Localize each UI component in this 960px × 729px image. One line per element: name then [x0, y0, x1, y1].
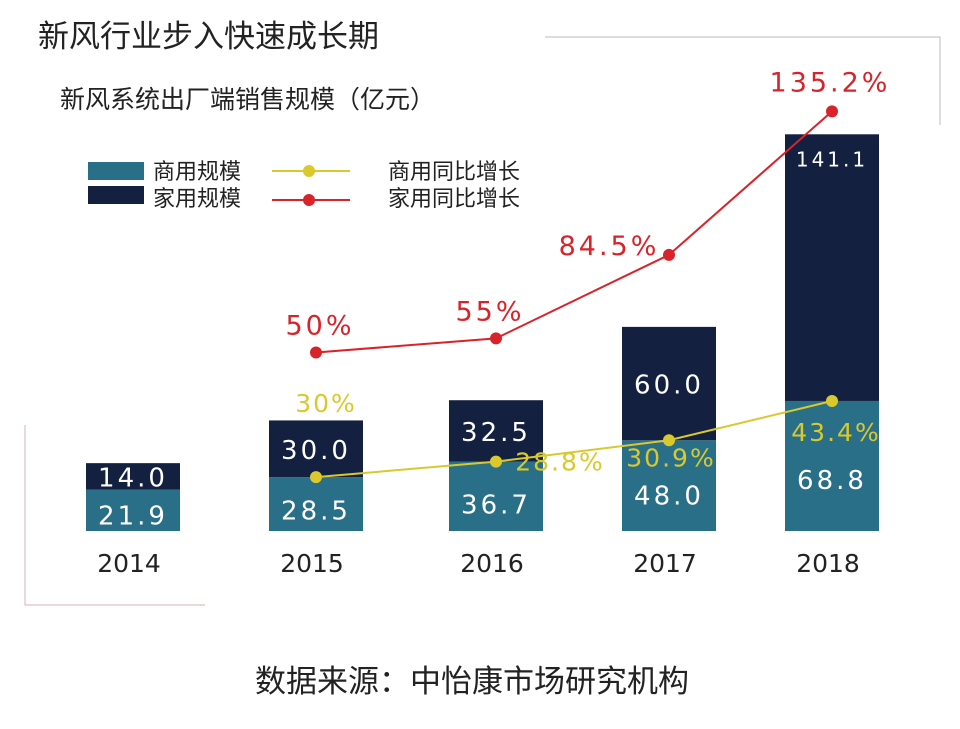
- point-household-growth-2017: [663, 248, 675, 261]
- x-tick-2017: 2017: [633, 549, 697, 578]
- x-tick-2016: 2016: [460, 549, 524, 578]
- point-household-growth-2015: [310, 346, 322, 359]
- label-household-2014: 14.0: [98, 463, 168, 493]
- legend-marker-household-growth: [303, 194, 315, 206]
- legend-swatch-household: [88, 186, 144, 204]
- source-note: 数据来源：中怡康市场研究机构: [255, 664, 689, 700]
- bar-commercial-2014: [86, 489, 180, 531]
- bar-commercial-2015: [269, 477, 363, 531]
- label-commercial-growth-2016: 28.8%: [515, 448, 604, 477]
- label-commercial-growth-2017: 30.9%: [626, 443, 715, 472]
- bar-household-2018: [785, 134, 879, 401]
- point-household-growth-2018: [826, 105, 838, 118]
- line-commercial-growth: [315, 399, 833, 479]
- label-commercial-2017: 48.0: [634, 482, 704, 512]
- label-household-growth-2018: 135.2%: [770, 67, 891, 98]
- legend-label-commercial: 商用规模: [153, 160, 241, 185]
- chart-title: 新风行业步入快速成长期: [38, 19, 379, 55]
- label-household-2017: 60.0: [634, 371, 704, 401]
- frame-top-right: [545, 36, 941, 125]
- bar-household-2017: [622, 326, 716, 441]
- bar-commercial-2016: [449, 461, 543, 531]
- x-tick-2018: 2018: [796, 549, 860, 578]
- x-tick-2015: 2015: [280, 549, 344, 578]
- label-commercial-2016: 36.7: [461, 490, 531, 520]
- point-household-growth-2016: [490, 332, 502, 345]
- label-commercial-2015: 28.5: [281, 496, 351, 526]
- label-household-2018: 141.1: [796, 147, 868, 171]
- label-household-growth-2015: 50%: [285, 311, 354, 342]
- label-commercial-2014: 21.9: [98, 501, 168, 531]
- label-household-2016: 32.5: [461, 418, 531, 448]
- point-commercial-growth-2015: [310, 471, 322, 484]
- label-household-growth-2017: 84.5%: [559, 231, 660, 262]
- legend-marker-commercial-growth: [303, 165, 315, 177]
- frame-bottom-left: [24, 425, 205, 606]
- legend-swatch-commercial: [88, 162, 144, 180]
- chart-subtitle: 新风系统出厂端销售规模（亿元）: [60, 85, 435, 114]
- label-commercial-2018: 68.8: [797, 466, 867, 496]
- point-commercial-growth-2017: [663, 434, 675, 447]
- point-commercial-growth-2016: [490, 455, 502, 468]
- legend-label-household: 家用规模: [153, 187, 241, 212]
- bar-household-2014: [86, 463, 180, 490]
- legend-label-household-growth: 家用同比增长: [388, 187, 520, 212]
- label-household-growth-2016: 55%: [455, 296, 524, 327]
- x-tick-2014: 2014: [97, 549, 161, 578]
- label-commercial-growth-2015: 30%: [295, 389, 357, 418]
- bar-household-2015: [269, 420, 363, 478]
- bar-commercial-2018: [785, 400, 879, 531]
- line-household-growth: [315, 110, 833, 354]
- bar-household-2016: [449, 400, 543, 462]
- legend: 商用规模 家用规模 商用同比增长 家用同比增长: [88, 160, 520, 212]
- legend-label-commercial-growth: 商用同比增长: [388, 160, 520, 185]
- point-commercial-growth-2018: [826, 394, 838, 407]
- label-commercial-growth-2018: 43.4%: [791, 418, 880, 447]
- bar-commercial-2017: [622, 440, 716, 531]
- label-household-2015: 30.0: [281, 436, 351, 466]
